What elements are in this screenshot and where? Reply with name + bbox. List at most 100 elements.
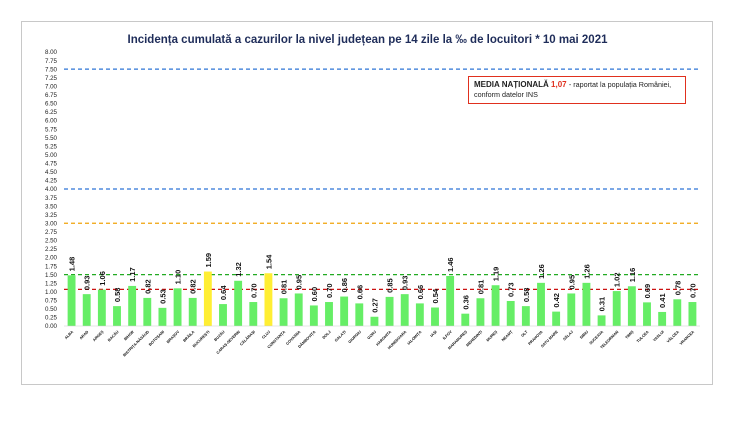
value-label: 0.58 <box>113 288 122 303</box>
y-tick-label: 1.00 <box>45 289 58 296</box>
y-tick-label: 6.50 <box>45 101 58 108</box>
y-tick-label: 6.75 <box>45 92 58 99</box>
bar <box>582 282 591 326</box>
value-label: 1.48 <box>68 257 77 272</box>
x-tick-label: BRAȘOV <box>166 330 181 345</box>
y-tick-label: 7.00 <box>45 83 58 90</box>
bar <box>173 288 182 326</box>
x-tick-label: BUZĂU <box>213 329 226 342</box>
y-tick-label: 4.50 <box>45 169 58 176</box>
x-tick-label: NEAMȚ <box>501 329 514 342</box>
y-tick-label: 5.00 <box>45 152 58 159</box>
y-tick-label: 0.25 <box>45 315 58 322</box>
bar <box>113 306 121 326</box>
x-tick-label: ALBA <box>64 330 74 340</box>
bar <box>491 285 500 326</box>
value-label: 0.82 <box>189 279 198 294</box>
x-tick-label: IAȘI <box>430 330 438 338</box>
y-tick-label: 1.75 <box>45 263 58 270</box>
value-label: 0.81 <box>280 280 289 295</box>
y-tick-label: 4.25 <box>45 178 58 185</box>
value-label: 0.64 <box>219 285 228 300</box>
x-tick-label: BOTOȘANI <box>148 330 165 347</box>
bar <box>673 299 682 326</box>
x-tick-label: BACĂU <box>106 329 119 342</box>
bar <box>355 303 364 326</box>
value-label: 0.81 <box>476 280 485 295</box>
x-tick-labels: ALBA ARAD ARGEȘ BACĂU BIHORBISTRIȚA-NĂSĂUDBO… <box>64 329 695 357</box>
bar <box>340 296 349 326</box>
y-tick-label: 5.25 <box>45 143 58 150</box>
value-label: 1.17 <box>128 267 137 282</box>
y-tick-label: 3.00 <box>45 220 58 227</box>
bars <box>64 271 700 327</box>
value-label: 1.46 <box>446 257 455 272</box>
value-label: 0.73 <box>507 282 516 297</box>
bar <box>188 297 197 326</box>
y-tick-label: 5.50 <box>45 135 58 142</box>
value-label: 0.36 <box>461 295 470 310</box>
x-tick-label: CĂLĂRAȘI <box>239 329 256 346</box>
bar <box>128 285 137 326</box>
x-tick-label: CLUJ <box>261 330 271 340</box>
bar <box>446 275 455 326</box>
value-label: 0.70 <box>688 283 697 298</box>
bar <box>264 273 273 326</box>
value-label: 0.54 <box>431 288 440 303</box>
bar <box>143 297 152 326</box>
x-tick-label: BIHOR <box>123 330 135 342</box>
bar <box>597 315 606 326</box>
x-tick-label: DOLJ <box>322 330 332 340</box>
x-tick-label: IALOMIȚA <box>407 330 423 346</box>
y-tick-label: 7.25 <box>45 75 58 82</box>
value-label: 1.54 <box>264 254 273 269</box>
value-label: 0.78 <box>673 281 682 296</box>
bar <box>688 302 697 326</box>
bar <box>370 316 379 326</box>
y-tick-label: 8.00 <box>45 49 58 56</box>
x-tick-label: VRANCEA <box>679 330 695 346</box>
x-tick-label: ARAD <box>79 330 90 341</box>
bar <box>461 313 470 326</box>
x-tick-label: GALAȚI <box>334 330 347 343</box>
x-tick-label: VÂLCEA <box>665 329 680 344</box>
value-label: 1.19 <box>492 267 501 282</box>
bar <box>415 303 424 326</box>
bar <box>97 289 106 326</box>
value-label: 1.06 <box>98 271 107 286</box>
reference-lines <box>64 68 700 290</box>
national-average-label: MEDIA NAȚIONALĂ <box>474 80 549 89</box>
y-tick-label: 5.75 <box>45 126 58 133</box>
bar <box>234 280 243 326</box>
value-label: 0.93 <box>83 276 92 291</box>
y-tick-label: 3.25 <box>45 212 58 219</box>
bar <box>476 298 485 326</box>
bar <box>279 298 288 326</box>
value-label: 0.66 <box>355 285 364 300</box>
bar <box>203 271 212 326</box>
value-label: 0.27 <box>370 298 379 313</box>
value-label: 1.59 <box>204 253 213 268</box>
y-tick-label: 6.25 <box>45 109 58 116</box>
value-label: 0.41 <box>658 293 667 308</box>
value-label: 0.82 <box>143 279 152 294</box>
value-label: 0.31 <box>598 297 607 312</box>
y-tick-label: 7.50 <box>45 66 58 73</box>
bar <box>643 302 651 326</box>
y-tick-label: 2.75 <box>45 229 58 236</box>
y-tick-label: 6.00 <box>45 118 58 125</box>
x-tick-label: BRĂILA <box>182 329 196 343</box>
y-tick-label: 0.00 <box>45 323 58 330</box>
bar <box>506 300 515 326</box>
y-tick-label: 3.50 <box>45 203 58 210</box>
y-tick-label: 1.50 <box>45 272 58 279</box>
x-tick-label: GIURGIU <box>348 330 362 344</box>
x-tick-label: OLT <box>521 329 529 337</box>
value-label: 0.93 <box>401 276 410 291</box>
bar <box>249 302 258 326</box>
national-average-value: 1,07 <box>551 80 567 89</box>
x-tick-label: TIMIȘ <box>625 330 635 340</box>
y-axis: 0.000.25 0.500.75 1.00 1.251.50 1.752.00 2.25… <box>45 49 58 330</box>
bar <box>537 282 545 326</box>
